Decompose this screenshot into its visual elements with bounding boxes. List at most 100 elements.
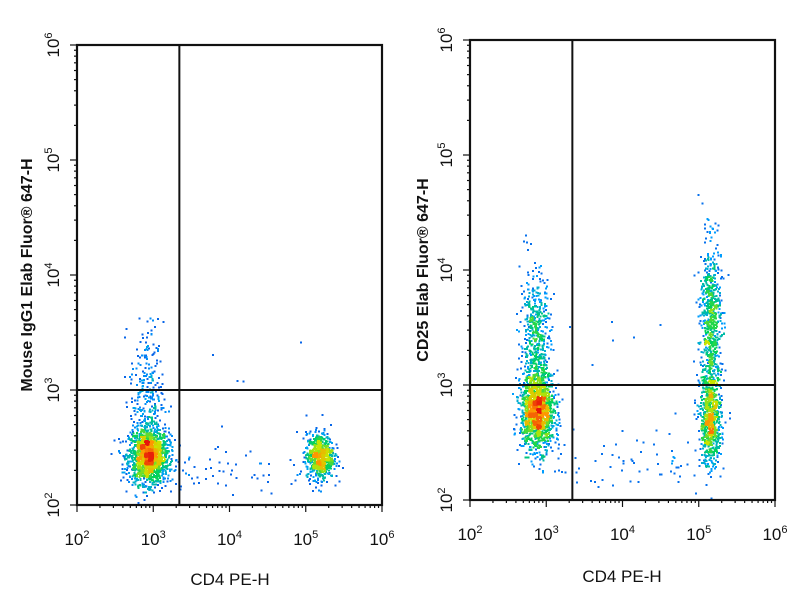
event-dot: [699, 447, 702, 450]
event-dot: [185, 472, 188, 475]
event-dot: [529, 370, 532, 372]
event-dot: [713, 266, 716, 269]
event-dot: [166, 440, 169, 443]
event-dot: [158, 460, 160, 463]
event-dot: [561, 398, 564, 401]
event-dot: [138, 436, 141, 439]
event-dot: [526, 248, 529, 251]
event-dot: [522, 416, 525, 419]
event-dot: [705, 331, 708, 334]
event-dot: [704, 397, 707, 400]
event-dot: [715, 322, 718, 325]
event-dot: [708, 388, 711, 391]
event-dot: [703, 348, 706, 351]
event-dot: [564, 471, 567, 474]
event-dot: [296, 474, 299, 476]
event-dot: [150, 470, 153, 473]
event-dot: [711, 454, 714, 457]
event-dot: [146, 331, 149, 334]
event-dot: [318, 458, 321, 461]
event-dot: [188, 458, 191, 460]
event-dot: [138, 472, 141, 475]
event-dot: [714, 316, 717, 319]
event-dot: [700, 376, 703, 379]
event-dot: [535, 364, 538, 367]
event-dot: [130, 382, 133, 385]
event-dot: [719, 302, 722, 305]
event-dot: [156, 450, 159, 453]
event-dot: [131, 455, 134, 458]
event-dot: [538, 322, 541, 325]
event-dot: [535, 355, 538, 358]
event-dot: [701, 453, 704, 456]
event-dot: [532, 347, 535, 350]
event-dot: [335, 474, 338, 477]
event-dot: [519, 444, 522, 447]
event-dot: [702, 285, 705, 288]
event-dot: [543, 357, 546, 360]
event-dot: [544, 388, 547, 390]
event-dot: [697, 342, 700, 345]
event-dot: [715, 436, 718, 439]
event-dot: [535, 358, 538, 361]
event-dot: [720, 254, 723, 257]
event-dot: [699, 414, 702, 417]
event-dot: [548, 419, 551, 422]
event-dot: [712, 310, 715, 313]
event-dot: [144, 481, 147, 484]
event-dot: [136, 446, 139, 448]
event-dot: [722, 277, 725, 280]
event-dot: [139, 479, 142, 482]
event-dot: [161, 452, 164, 455]
event-dot: [179, 488, 182, 491]
event-dot: [530, 379, 533, 382]
event-dot: [333, 467, 336, 470]
event-dot: [715, 443, 718, 446]
event-dot: [700, 364, 703, 366]
event-dot: [636, 439, 639, 442]
event-dot: [137, 444, 140, 447]
event-dot: [526, 426, 529, 429]
event-dot: [118, 450, 120, 453]
event-dot: [550, 343, 553, 346]
event-dot: [543, 338, 545, 341]
event-dot: [537, 379, 539, 382]
event-dot: [546, 397, 549, 400]
event-dot: [720, 394, 723, 397]
event-dot: [710, 437, 713, 440]
event-dot: [191, 477, 194, 480]
event-dot: [315, 466, 318, 469]
event-dot: [703, 416, 706, 419]
event-dot: [317, 430, 320, 433]
event-dot: [542, 367, 545, 370]
event-dot: [152, 386, 155, 389]
event-dot: [702, 334, 705, 337]
event-dot: [311, 470, 314, 473]
event-dot: [305, 457, 308, 460]
event-dot: [135, 455, 138, 458]
event-dot: [154, 390, 157, 393]
event-dot: [550, 414, 553, 417]
event-dot: [152, 343, 155, 346]
event-dot: [622, 462, 625, 465]
event-dot: [218, 470, 221, 473]
event-dot: [155, 447, 158, 450]
event-dot: [537, 374, 540, 377]
event-dot: [700, 404, 703, 407]
event-dot: [318, 472, 321, 475]
event-dot: [711, 293, 714, 296]
event-dot: [145, 345, 148, 348]
event-dot: [188, 456, 191, 459]
event-dot: [698, 342, 701, 345]
event-dot: [543, 429, 546, 432]
event-dot: [153, 412, 156, 415]
event-dot: [538, 342, 540, 345]
event-dot: [524, 439, 527, 442]
event-dot: [533, 380, 536, 383]
event-dot: [706, 436, 709, 439]
event-dot: [541, 357, 544, 360]
event-dot: [550, 329, 553, 332]
event-dot: [157, 425, 160, 428]
event-dot: [322, 474, 325, 477]
event-dot: [163, 451, 166, 454]
